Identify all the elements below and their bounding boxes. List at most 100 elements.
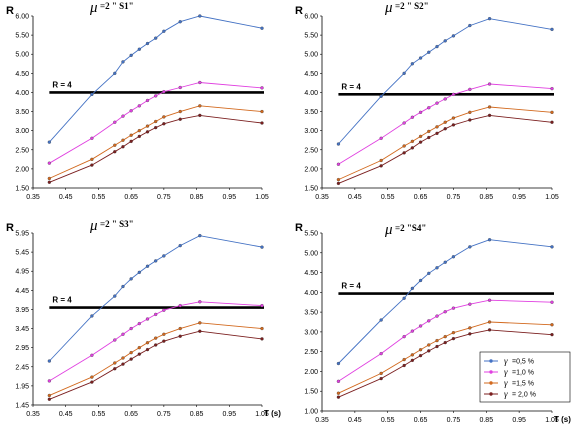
data-point: [451, 92, 456, 97]
data-point: [129, 350, 133, 355]
y-tick-label: 5.45: [15, 250, 29, 257]
y-tick-label: 2.50: [304, 147, 318, 154]
data-point: [145, 98, 150, 103]
data-point: [145, 41, 150, 46]
data-point: [451, 123, 456, 127]
data-point: [113, 367, 117, 371]
data-point: [162, 122, 166, 126]
data-point: [402, 363, 406, 368]
x-tick-label: 0.95: [222, 411, 236, 418]
data-point: [379, 318, 383, 322]
y-tick-label: 4.00: [304, 290, 318, 297]
r4-label: R = 4: [341, 82, 361, 91]
data-point: [418, 134, 423, 139]
data-point: [487, 320, 492, 324]
x-tick-label: 1.05: [545, 417, 559, 424]
data-point: [260, 303, 264, 308]
r4-label: R = 4: [341, 282, 361, 291]
data-point: [90, 163, 94, 167]
data-point: [418, 348, 423, 352]
data-point: [47, 180, 52, 184]
data-point: [418, 140, 423, 144]
data-point: [178, 109, 182, 114]
y-tick-label: 4.50: [304, 71, 318, 78]
x-tick-label: 0.35: [26, 194, 40, 201]
y-tick-label: 5.50: [15, 33, 29, 40]
y-tick-label: 5.50: [304, 231, 318, 238]
data-point: [410, 353, 415, 357]
data-point: [435, 131, 439, 135]
y-tick-label: 5.00: [304, 250, 318, 257]
data-point: [90, 136, 94, 140]
data-point: [336, 391, 341, 395]
chart-panel-2: 1.50 2.00 2.50 3.00 3.50 4.00 4.50 5.00 5.50 6.00…: [295, 0, 559, 201]
series-line-gamma-2: [49, 301, 263, 382]
data-point: [468, 118, 472, 122]
data-point: [418, 278, 423, 283]
data-point: [121, 145, 125, 149]
data-point: [90, 92, 94, 97]
data-point: [487, 113, 492, 118]
data-point: [260, 109, 264, 114]
data-point: [260, 26, 264, 30]
x-tick-label: 1.05: [255, 194, 269, 201]
x-tick-label: 0.85: [190, 411, 204, 418]
data-point: [162, 339, 166, 343]
data-point: [550, 333, 554, 337]
x-tick-label: 0.45: [348, 417, 362, 424]
series-line-gamma-4: [338, 114, 553, 184]
data-point: [162, 115, 166, 119]
data-point: [47, 359, 52, 363]
chart-panel-4: 1.00 1.50 2.00 2.50 3.00 3.50 4.00 4.50 5.00 5.50…: [295, 222, 571, 424]
y-axis-label: R: [6, 222, 14, 234]
data-point: [129, 139, 133, 144]
series-line-gamma-2: [49, 82, 263, 164]
legend-gamma-symbol: γ: [504, 367, 508, 377]
data-point: [47, 379, 52, 383]
x-tick-label: 0.65: [124, 411, 138, 418]
data-point: [145, 341, 150, 345]
legend-gamma-symbol: γ: [504, 389, 508, 399]
data-point: [90, 380, 94, 384]
data-point: [260, 326, 264, 331]
data-point: [129, 109, 133, 113]
y-tick-label: 4.50: [304, 270, 318, 277]
data-point: [336, 162, 341, 166]
x-tick-label: 0.55: [381, 417, 395, 424]
data-point: [162, 332, 166, 336]
data-point: [90, 353, 94, 357]
y-tick-label: 4.95: [15, 269, 29, 276]
data-point: [410, 139, 415, 144]
y-tick-label: 2.00: [15, 166, 29, 173]
legend-entry-label: = 2,0 %: [512, 392, 536, 399]
data-point: [90, 314, 94, 318]
data-point: [468, 245, 472, 249]
y-tick-label: 4.00: [15, 90, 29, 97]
data-point: [137, 129, 141, 133]
title-mu-symbol: μ: [384, 0, 393, 16]
data-point: [487, 328, 492, 332]
y-tick-label: 4.00: [304, 90, 318, 97]
data-point: [443, 260, 447, 264]
data-point: [550, 120, 554, 124]
chart-panel-3: 1.45 1.95 2.45 2.95 3.45 3.95 4.45 4.95 5.45 5.95…: [6, 218, 281, 418]
y-tick-label: 3.45: [15, 326, 29, 333]
series-line-gamma-3: [49, 322, 263, 396]
data-point: [550, 300, 554, 304]
data-point: [410, 286, 415, 291]
chart-title: =2 " S3": [100, 219, 134, 229]
data-point: [121, 362, 125, 366]
data-point: [113, 143, 117, 147]
data-point: [336, 379, 341, 383]
data-point: [47, 140, 52, 144]
y-axis-label: R: [6, 5, 14, 17]
legend-swatch-marker: [489, 381, 493, 385]
data-point: [178, 85, 182, 90]
data-point: [260, 337, 264, 341]
data-point: [129, 326, 133, 331]
data-point: [113, 120, 117, 124]
data-point: [137, 352, 141, 356]
data-point: [487, 298, 492, 302]
y-tick-label: 4.50: [15, 71, 29, 78]
x-tick-label: 0.45: [59, 194, 73, 201]
